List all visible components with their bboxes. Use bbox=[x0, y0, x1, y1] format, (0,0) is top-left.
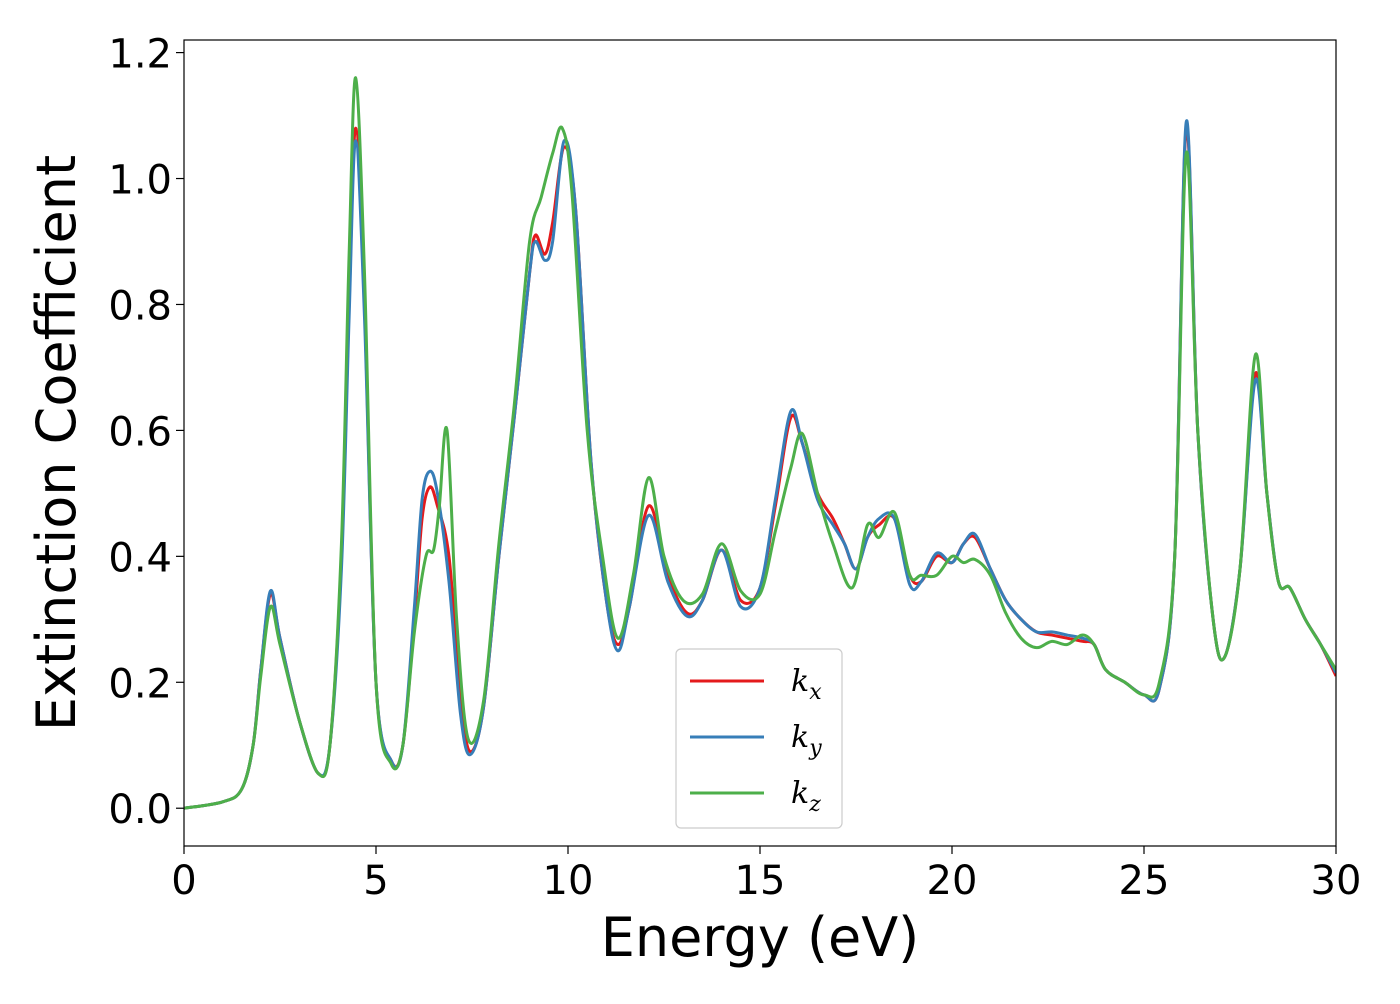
x-axis-ticks: 0 5 10 15 20 25 30 bbox=[171, 846, 1361, 904]
legend-label-x: kx bbox=[791, 664, 822, 705]
y-tick-label: 1.0 bbox=[108, 158, 172, 204]
x-tick-label: 20 bbox=[927, 858, 978, 904]
x-tick-label: 5 bbox=[363, 858, 388, 904]
x-tick-label: 15 bbox=[735, 858, 786, 904]
y-tick-label: 1.2 bbox=[108, 32, 172, 78]
y-axis-ticks: 0.0 0.2 0.4 0.6 0.8 1.0 1.2 bbox=[108, 32, 184, 833]
y-axis-title: Extinction Coefficient bbox=[25, 155, 88, 731]
series-layer bbox=[184, 76, 1336, 810]
y-tick-label: 0.0 bbox=[108, 787, 172, 833]
series-line-z bbox=[184, 76, 1336, 810]
y-tick-label: 0.8 bbox=[108, 283, 172, 329]
y-tick-label: 0.4 bbox=[108, 535, 172, 581]
y-tick-label: 0.2 bbox=[108, 661, 172, 707]
x-axis-title: Energy (eV) bbox=[601, 906, 920, 969]
x-tick-label: 0 bbox=[171, 858, 196, 904]
x-tick-label: 10 bbox=[543, 858, 594, 904]
legend-label-z: kz bbox=[791, 776, 821, 817]
legend: kx ky kz bbox=[675, 648, 843, 829]
legend-label-y: ky bbox=[791, 720, 822, 761]
y-tick-label: 0.6 bbox=[108, 409, 172, 455]
x-tick-label: 25 bbox=[1119, 858, 1170, 904]
x-tick-label: 30 bbox=[1311, 858, 1362, 904]
